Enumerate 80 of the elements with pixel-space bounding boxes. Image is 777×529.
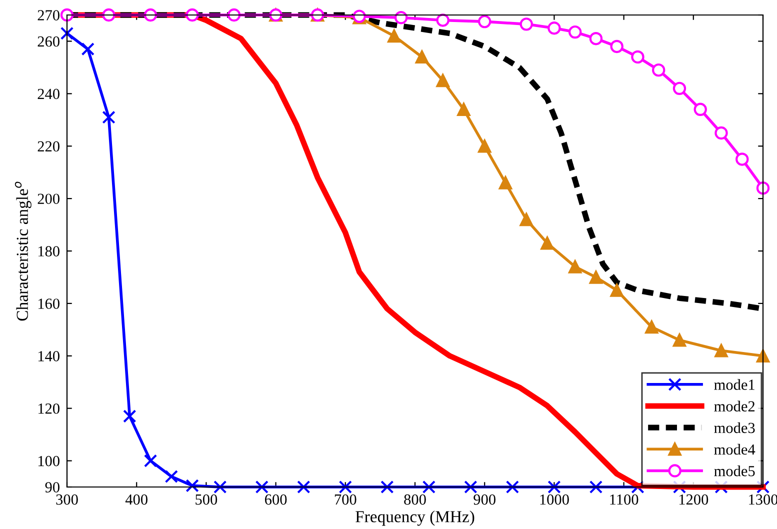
point [60, 8, 74, 22]
y-tick-label: 220 [38, 141, 60, 152]
point [589, 32, 603, 46]
point [610, 284, 624, 297]
point [631, 50, 644, 64]
point [652, 63, 666, 77]
point [589, 270, 603, 284]
x-axis-title: Frequency (MHz) [356, 510, 474, 526]
point [436, 14, 450, 27]
point [756, 181, 770, 195]
legend-label: mode3 [714, 422, 755, 434]
legend-label: mode1 [714, 379, 754, 390]
point [714, 344, 728, 358]
point [464, 480, 478, 494]
point [214, 480, 227, 494]
y-tick-label: 180 [38, 246, 60, 256]
point [694, 102, 707, 116]
point [498, 176, 512, 190]
point [186, 479, 199, 492]
point [736, 152, 749, 166]
point [672, 82, 686, 96]
point [60, 26, 74, 40]
y-tick-label: 270 [38, 10, 60, 20]
y-tick-label: 90 [45, 482, 60, 492]
point [297, 480, 310, 494]
point [227, 8, 241, 22]
y-tick-label: 160 [38, 298, 60, 309]
point [520, 18, 533, 31]
point [548, 22, 561, 35]
point [478, 140, 492, 153]
point [589, 480, 603, 494]
point [610, 40, 624, 54]
x-tick-label: 800 [404, 494, 426, 505]
point [81, 42, 94, 56]
point [714, 126, 728, 140]
x-tick-label: 300 [56, 494, 78, 505]
point [548, 480, 561, 494]
x-tick-label: 1100 [610, 494, 638, 505]
point [186, 8, 199, 22]
point [255, 480, 268, 494]
y-axis-title: Characteristic angle$^{o}$ [14, 182, 32, 321]
point [672, 334, 686, 347]
y-tick-label: 260 [38, 36, 60, 47]
x-tick-label: 900 [474, 494, 496, 505]
point [520, 212, 533, 226]
point [540, 236, 554, 250]
x-tick-label: 1200 [679, 494, 708, 505]
x-tick-label: 400 [125, 494, 148, 505]
point [506, 480, 520, 494]
legend-label: mode5 [714, 466, 755, 476]
legend-label: mode2 [714, 400, 755, 412]
point [568, 25, 582, 39]
legend-label: mode4 [714, 444, 756, 455]
point [756, 349, 770, 362]
y-tick-label: 120 [38, 403, 60, 414]
point [388, 29, 401, 43]
x-tick-label: 700 [334, 494, 356, 505]
x-tick-label: 600 [265, 494, 287, 505]
point [394, 11, 408, 24]
point [338, 480, 352, 494]
point [457, 102, 470, 116]
x-tick-label: 1000 [540, 494, 569, 505]
point [380, 480, 394, 494]
y-tick-label: 100 [38, 456, 60, 466]
point [478, 14, 492, 28]
point [102, 110, 116, 124]
point [123, 410, 136, 423]
y-tick-label: 240 [38, 88, 60, 100]
point [164, 470, 178, 484]
point [436, 74, 450, 88]
point [645, 320, 658, 334]
y-tick-label: 200 [38, 194, 60, 204]
point [144, 8, 158, 22]
point [144, 454, 158, 468]
point [415, 50, 429, 64]
point [422, 480, 436, 494]
point [568, 260, 582, 274]
x-tick-label: 500 [196, 494, 218, 505]
point [102, 8, 116, 22]
y-tick-label: 140 [38, 351, 60, 362]
